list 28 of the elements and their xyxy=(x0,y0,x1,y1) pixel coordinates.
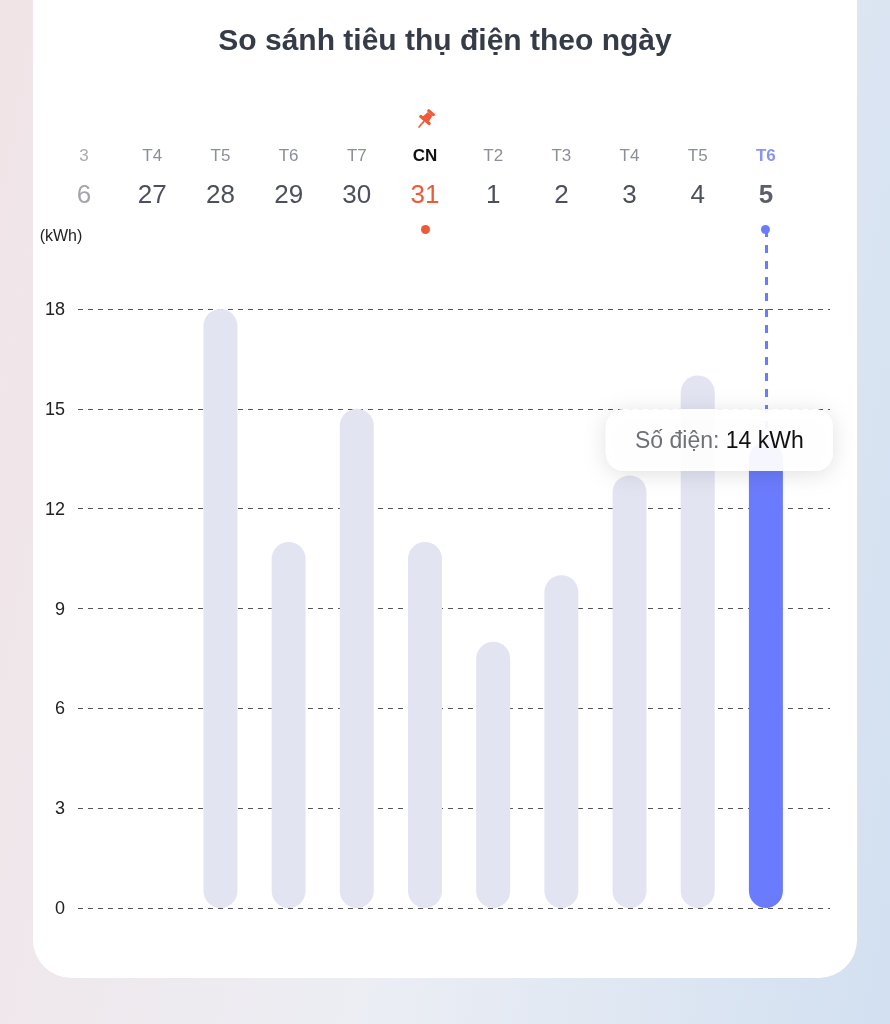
bar xyxy=(203,309,238,908)
x-tick-label: T2 1 xyxy=(483,145,504,209)
y-tick-label: 9 xyxy=(54,598,65,619)
x-tick-label: T4 3 xyxy=(619,145,640,209)
bar xyxy=(339,408,374,908)
x-tick-label: T6 29 xyxy=(274,145,304,209)
y-axis-title: (kWh) xyxy=(39,226,83,244)
x-tick-label: T5 4 xyxy=(687,145,708,209)
bar xyxy=(271,541,306,908)
x-tick-label: T4 27 xyxy=(137,145,167,209)
x-tick-label: T3 2 xyxy=(551,145,572,209)
x-tick-label: CN 31 xyxy=(410,145,440,209)
y-tick-label: 6 xyxy=(54,698,65,719)
annotation: Số điện: 14 kWh xyxy=(635,427,804,454)
bar xyxy=(612,475,647,908)
x-tick-label: 3 6 xyxy=(76,145,92,209)
x-tick-label: T7 30 xyxy=(342,145,372,209)
y-tick-label: 12 xyxy=(44,498,65,519)
bar xyxy=(476,641,511,908)
bar xyxy=(544,575,579,908)
bar xyxy=(408,541,442,908)
y-tick-label: 3 xyxy=(54,798,65,819)
chart-title: So sánh tiêu thụ điện theo ngày xyxy=(218,22,672,56)
y-tick-label: 18 xyxy=(44,299,65,319)
x-tick-label: T6 5 xyxy=(755,145,776,209)
y-tick-label: 0 xyxy=(54,898,65,918)
x-tick-label: T5 28 xyxy=(205,145,235,209)
y-tick-label: 15 xyxy=(44,398,65,419)
